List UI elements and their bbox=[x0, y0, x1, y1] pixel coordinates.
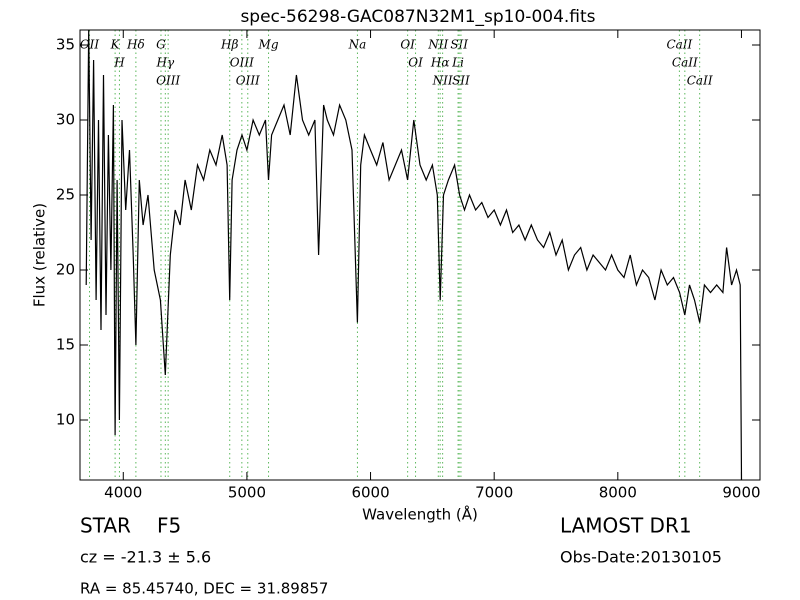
line-label: OIII bbox=[156, 74, 180, 88]
line-label: SII bbox=[452, 74, 470, 88]
x-tick-label: 4000 bbox=[104, 484, 142, 502]
x-axis-label: Wavelength (Å) bbox=[362, 505, 478, 524]
line-label: H bbox=[113, 56, 125, 70]
object-class: STAR bbox=[80, 514, 131, 538]
line-label: OI bbox=[408, 56, 423, 70]
line-label: CaII bbox=[687, 74, 713, 88]
y-axis-label: Flux (relative) bbox=[31, 203, 49, 307]
line-label: OI bbox=[400, 38, 415, 52]
spectrum bbox=[85, 30, 743, 480]
line-label: OIII bbox=[230, 56, 254, 70]
object-subclass: F5 bbox=[157, 514, 181, 538]
line-label: Hβ bbox=[220, 38, 238, 52]
y-tick-label: 10 bbox=[56, 411, 75, 429]
x-tick-label: 9000 bbox=[722, 484, 760, 502]
line-label: Mg bbox=[258, 38, 279, 52]
line-label: OIII bbox=[236, 74, 260, 88]
obs-date: Obs-Date:20130105 bbox=[560, 548, 722, 567]
line-label: CaII bbox=[666, 38, 692, 52]
line-label: Hα bbox=[430, 56, 450, 70]
y-tick-label: 25 bbox=[56, 186, 75, 204]
line-label: NII bbox=[432, 74, 453, 88]
y-tick-label: 30 bbox=[56, 111, 75, 129]
coordinates: RA = 85.45740, DEC = 31.89857 bbox=[80, 580, 328, 598]
line-label: CaII bbox=[672, 56, 698, 70]
x-tick-label: 6000 bbox=[351, 484, 389, 502]
survey: LAMOST DR1 bbox=[560, 514, 692, 538]
y-tick-label: 20 bbox=[56, 261, 75, 279]
line-label: Hγ bbox=[155, 56, 174, 70]
x-tick-label: 8000 bbox=[599, 484, 637, 502]
chart-title: spec-56298-GAC087N32M1_sp10-004.fits bbox=[240, 7, 595, 27]
line-label: OII bbox=[80, 38, 100, 52]
line-label: Li bbox=[451, 56, 464, 70]
line-label: Hδ bbox=[126, 38, 145, 52]
line-label: K bbox=[110, 38, 121, 52]
redshift: cz = -21.3 ± 5.6 bbox=[80, 548, 211, 567]
x-tick-label: 5000 bbox=[228, 484, 266, 502]
y-tick-label: 15 bbox=[56, 336, 75, 354]
line-label: G bbox=[156, 38, 166, 52]
plot-frame bbox=[79, 29, 761, 481]
line-label: NII bbox=[427, 38, 448, 52]
line-label: SII bbox=[450, 38, 468, 52]
x-tick-label: 7000 bbox=[475, 484, 513, 502]
y-tick-label: 35 bbox=[56, 36, 75, 54]
line-label: Na bbox=[348, 38, 367, 52]
